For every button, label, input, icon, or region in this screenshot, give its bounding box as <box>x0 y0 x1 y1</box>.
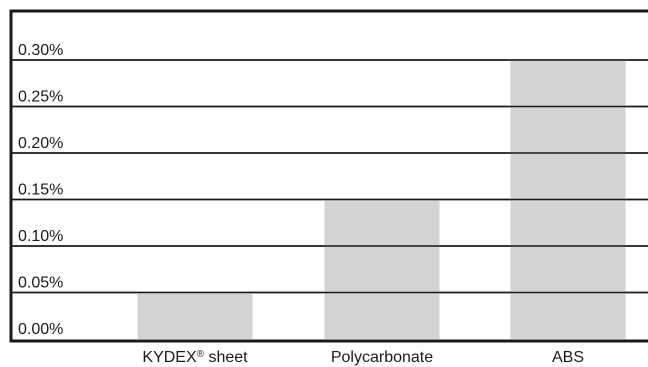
y-tick-label: 0.30% <box>18 42 63 59</box>
y-tick-label: 0.05% <box>18 275 63 292</box>
category-label: Polycarbonate <box>331 349 433 366</box>
y-tick-label: 0.00% <box>18 321 63 338</box>
bar <box>138 293 253 340</box>
category-label: ABS <box>552 349 584 366</box>
y-tick-label: 0.25% <box>18 89 63 106</box>
y-tick-label: 0.20% <box>18 135 63 152</box>
y-tick-label: 0.10% <box>18 228 63 245</box>
category-label: KYDEX® sheet <box>142 349 248 366</box>
y-tick-label: 0.15% <box>18 182 63 199</box>
bar <box>325 200 440 340</box>
category-labels: KYDEX® sheet Polycarbonate ABS <box>142 349 584 366</box>
